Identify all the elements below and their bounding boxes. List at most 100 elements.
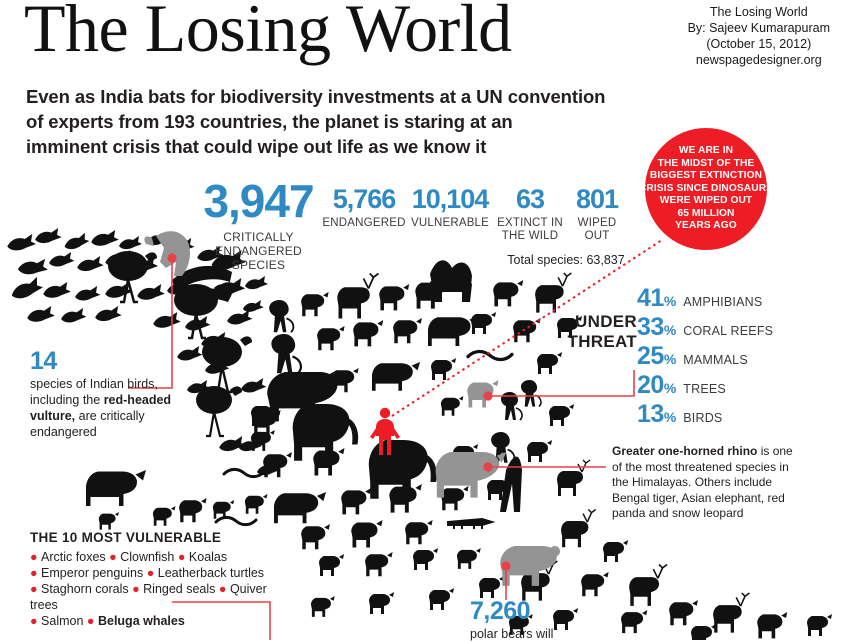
total-species: Total species: 63,837 xyxy=(507,253,625,267)
callout-line-1: polar bears will xyxy=(470,627,554,641)
percent-sign-icon: % xyxy=(663,380,677,396)
vuln-item-10: Quiver trees xyxy=(30,582,267,612)
badge-line-5: WERE WIPED OUT xyxy=(659,195,753,207)
highlight-rhino xyxy=(435,452,507,498)
stat-value: 3,947 xyxy=(203,175,314,227)
badge-line-3: BIGGEST EXTINCTION xyxy=(649,170,763,182)
standfirst-line-1: Even as India bats for biodiversity inve… xyxy=(26,86,606,107)
threat-pct: 33 xyxy=(637,313,664,341)
bullet-dot-icon: ● xyxy=(177,550,186,564)
vuln-item-7: Staghorn xyxy=(41,582,92,596)
human-figure-icon xyxy=(370,407,400,455)
threat-pct: 41 xyxy=(637,284,664,312)
standfirst-line-2: of experts from 193 countries, the plane… xyxy=(26,111,513,132)
threat-name: BIRDS xyxy=(683,411,723,425)
standfirst: Even as India bats for biodiversity inve… xyxy=(26,84,646,159)
badge-line-1: WE ARE IN xyxy=(678,144,734,156)
under-threat-line-2: THREAT xyxy=(567,332,637,351)
callout-bold-species: Greater one-horned rhino xyxy=(612,444,758,458)
most-vulnerable-block: THE 10 MOST VULNERABLE ● Arctic foxes ● … xyxy=(30,530,282,629)
stat-value: 63 xyxy=(515,184,545,214)
standfirst-line-3: imminent crisis that could wipe out life… xyxy=(26,136,487,157)
stat-endangered: 5,766 ENDANGERED xyxy=(320,186,408,230)
stat-critically-endangered: 3,947 CRITICALLY ENDANGERED SPECIES xyxy=(196,178,321,272)
vuln-item-6: Leatherback turtles xyxy=(157,566,265,580)
callout-polar-bear: 7,260 polar bears will xyxy=(470,598,620,642)
highlight-polar-bear xyxy=(500,546,561,586)
bullet-dot-icon: ● xyxy=(132,582,140,596)
percent-sign-icon: % xyxy=(663,409,677,425)
credit-line-4: newspagedesigner.org xyxy=(695,53,822,67)
under-threat-label: UNDER THREAT xyxy=(565,312,637,352)
callout-number: 14 xyxy=(30,347,57,375)
stat-value: 10,104 xyxy=(411,184,490,214)
threat-pct: 20 xyxy=(637,371,664,399)
stat-extinct-in-wild: 63 EXTINCT IN THE WILD xyxy=(494,186,566,243)
highlight-boar xyxy=(467,380,499,408)
callout-line-2: of the most threatened species in xyxy=(612,459,789,474)
badge-line-4: CRISIS SINCE DINOSAURS xyxy=(638,182,774,194)
callout-line-5: red panda and snow leopard xyxy=(612,490,785,521)
stat-wiped-out: 801 WIPED OUT xyxy=(564,186,630,243)
most-vulnerable-list: ● Arctic foxes ● Clownfish ● Koalas ● Em… xyxy=(30,549,282,629)
callout-indian-birds: 14 species of Indian birds, including th… xyxy=(30,348,180,440)
page-title: The Losing World xyxy=(24,0,512,66)
callout-bold-species: red-headed vulture, xyxy=(30,393,172,423)
vuln-item-3: Koalas xyxy=(188,550,228,564)
under-threat-list: 41 % AMPHIBIANS 33 % CORAL REEFS 25 % MA… xyxy=(637,286,773,431)
callout-line-3: are xyxy=(75,409,97,423)
callout-line-1: species of Indian xyxy=(30,377,124,391)
threat-item-trees: 20 % TREES xyxy=(637,373,773,402)
vuln-item-9: Ringed seals xyxy=(143,582,216,596)
bullet-dot-icon: ● xyxy=(30,566,38,580)
vuln-item-5: penguins xyxy=(92,566,144,580)
callout-rhino: Greater one-horned rhino is one of the m… xyxy=(612,444,802,522)
bullet-dot-icon: ● xyxy=(109,550,117,564)
credit-line-2: By: Sajeev Kumarapuram xyxy=(687,21,830,35)
bullet-dot-icon: ● xyxy=(30,614,38,628)
percent-sign-icon: % xyxy=(663,293,677,309)
vuln-item-11: Salmon xyxy=(41,614,84,628)
extinction-crisis-badge: WE ARE IN THE MIDST OF THE BIGGEST EXTIN… xyxy=(639,128,773,250)
callout-line-3: the Himalayas. Others include xyxy=(612,475,773,489)
callout-line-2: birds, including the xyxy=(30,377,158,407)
threat-item-mammals: 25 % MAMMALS xyxy=(637,344,773,373)
stat-label: VULNERABLE xyxy=(410,217,490,229)
bullet-dot-icon: ● xyxy=(30,582,38,596)
callout-number: 7,260 xyxy=(470,597,531,625)
badge-line-6: 65 MILLION xyxy=(677,207,735,219)
percent-sign-icon: % xyxy=(663,322,677,338)
threat-pct: 13 xyxy=(637,400,664,428)
vuln-item-12: Beluga whales xyxy=(97,614,185,628)
threat-item-amphibians: 41 % AMPHIBIANS xyxy=(637,286,773,315)
callout-line-1: is one xyxy=(757,444,793,458)
credit-block: The Losing World By: Sajeev Kumarapuram … xyxy=(688,4,830,68)
callout-line-4: Bengal tiger, Asian elephant, xyxy=(612,490,765,505)
highlight-vulture xyxy=(144,231,190,276)
stat-value: 5,766 xyxy=(332,184,397,214)
vuln-item-1: Arctic foxes xyxy=(41,550,106,564)
bullet-dot-icon: ● xyxy=(218,582,227,596)
threat-item-coral-reefs: 33 % CORAL REEFS xyxy=(637,315,773,344)
vuln-item-4: Emperor xyxy=(41,566,89,580)
stat-label: WIPED OUT xyxy=(577,217,617,242)
credit-line-1: The Losing World xyxy=(709,5,808,19)
stat-label: EXTINCT IN THE WILD xyxy=(497,217,563,242)
threat-name: MAMMALS xyxy=(683,353,748,367)
vuln-item-8: corals xyxy=(95,582,129,596)
threat-name: AMPHIBIANS xyxy=(683,295,763,309)
stat-label: CRITICALLY ENDANGERED SPECIES xyxy=(215,230,302,272)
stat-value: 801 xyxy=(575,184,619,214)
under-threat-line-1: UNDER xyxy=(575,312,637,331)
silhouette-cluster-southwest xyxy=(86,438,280,530)
vuln-item-2: Clownfish xyxy=(120,550,175,564)
connector-under-threat xyxy=(488,370,635,397)
credit-line-3: (October 15, 2012) xyxy=(706,37,812,51)
badge-line-2: THE MIDST OF THE xyxy=(657,157,755,169)
bullet-dot-icon: ● xyxy=(86,614,95,628)
most-vulnerable-title: THE 10 MOST VULNERABLE xyxy=(30,530,222,545)
badge-line-7: YEARS AGO xyxy=(675,220,737,232)
threat-name: CORAL REEFS xyxy=(683,324,774,338)
stat-label: ENDANGERED xyxy=(322,217,406,229)
callout-line-4: critically endangered xyxy=(30,409,145,439)
